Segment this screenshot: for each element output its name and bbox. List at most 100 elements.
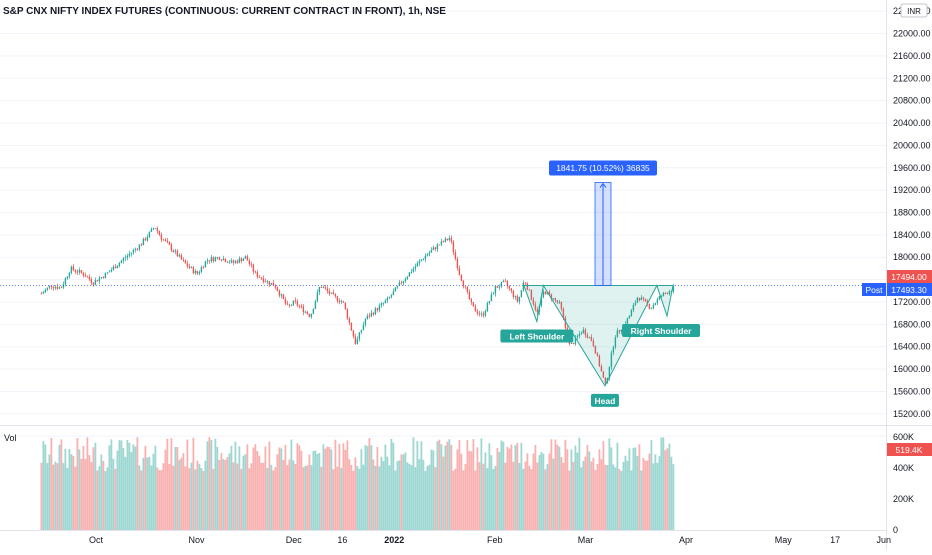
candle-body	[524, 282, 527, 284]
candle-body	[548, 291, 551, 295]
volume-bar	[456, 449, 459, 530]
candle-body	[272, 282, 275, 286]
candle-body	[124, 257, 127, 259]
volume-bar	[566, 449, 569, 530]
candle-body	[302, 306, 305, 313]
candle-body	[98, 278, 101, 282]
candle-body	[488, 301, 491, 303]
volume-bar	[272, 470, 275, 530]
volume-bar	[214, 438, 217, 530]
candle-body	[526, 283, 529, 290]
volume-bar	[426, 466, 429, 530]
volume-bar	[610, 447, 613, 530]
candle-body	[218, 257, 221, 260]
candle-body	[56, 286, 59, 289]
candle-body	[60, 287, 63, 289]
volume-bar	[350, 464, 353, 530]
volume-bar	[98, 466, 101, 530]
volume-bar	[268, 441, 271, 530]
candle-body	[178, 255, 181, 257]
volume-bar	[160, 470, 163, 530]
volume-bar	[54, 461, 57, 530]
pattern-layer[interactable]: Left Shoulder Head Right Shoulder	[500, 284, 701, 407]
volume-bar	[412, 437, 415, 530]
candle-body	[514, 296, 517, 297]
volume-bar	[458, 440, 461, 530]
volume-bar	[540, 452, 543, 530]
price-tick-label: 16000.00	[893, 364, 931, 374]
volume-bar	[550, 439, 553, 530]
volume-bar	[248, 468, 251, 530]
volume-bar	[142, 457, 145, 530]
candle-body	[422, 259, 425, 260]
volume-bar	[320, 466, 323, 530]
candle-body	[346, 309, 349, 319]
candle-body	[630, 310, 633, 316]
measure-layer[interactable]: 1841.75 (10.52%) 36835	[549, 160, 657, 286]
volume-bar	[290, 439, 293, 530]
candle-body	[444, 238, 447, 243]
price-tick-label: 20400.00	[893, 118, 931, 128]
volume-bar	[482, 463, 485, 530]
volume-bar	[256, 450, 259, 530]
candle-body	[232, 260, 235, 263]
candle-body	[136, 248, 139, 250]
time-tick-label: Mar	[578, 535, 594, 545]
candle-body	[284, 298, 287, 304]
volume-bar	[640, 470, 643, 530]
left-shoulder-label: Left Shoulder	[509, 332, 564, 342]
candle-body	[352, 330, 355, 337]
post-badge[interactable]	[862, 283, 886, 296]
volume-bar	[68, 449, 71, 530]
volume-axis[interactable]: 600K 400K 200K 0	[893, 432, 914, 535]
candle-body	[90, 279, 93, 283]
volume-bar	[326, 446, 329, 530]
volume-bar	[80, 458, 83, 530]
volume-bar	[328, 447, 331, 530]
candle-body	[610, 352, 613, 368]
volume-bar	[498, 451, 501, 530]
volume-bar	[46, 463, 49, 530]
volume-bar	[526, 453, 529, 530]
candle-body	[450, 238, 453, 242]
currency-badge-label: INR	[907, 7, 921, 16]
volume-bar	[352, 470, 355, 530]
candle-body	[82, 272, 85, 276]
volume-bar	[560, 457, 563, 530]
candle-body	[122, 258, 125, 261]
candle-body	[480, 313, 483, 315]
candle-body	[142, 238, 145, 246]
volume-bar	[284, 444, 287, 530]
candle-body	[528, 289, 531, 291]
volume-bar	[422, 459, 425, 530]
price-axis[interactable]: 22400.0022000.0021600.0021200.0020800.00…	[893, 6, 931, 419]
volume-bar	[554, 439, 557, 530]
volume-bar	[446, 441, 449, 530]
time-axis[interactable]: Oct Nov Dec 16 2022 Feb Mar Apr May 17 Jun	[89, 535, 891, 545]
currency-badge[interactable]: INR	[900, 3, 928, 18]
candle-body	[560, 301, 563, 309]
candle-body	[332, 292, 335, 295]
candle-body	[458, 268, 461, 275]
volume-bar	[486, 468, 489, 530]
volume-bar	[336, 466, 339, 530]
candle-body	[240, 258, 243, 262]
candle-body	[496, 286, 499, 288]
candle-body	[500, 282, 503, 287]
candle-body	[250, 264, 253, 265]
price-tick-label: 16800.00	[893, 319, 931, 329]
candle-body	[174, 250, 177, 252]
volume-bar	[338, 443, 341, 530]
volume-bar	[570, 449, 573, 530]
volume-bar	[576, 452, 579, 530]
volume-bar	[538, 455, 541, 530]
volume-bar	[362, 464, 365, 530]
volume-bar	[478, 462, 481, 530]
volume-bar	[306, 465, 309, 530]
volume-bar	[206, 441, 209, 530]
candle-body	[406, 276, 409, 279]
volume-bar	[280, 448, 283, 530]
volume-bar	[650, 440, 653, 530]
